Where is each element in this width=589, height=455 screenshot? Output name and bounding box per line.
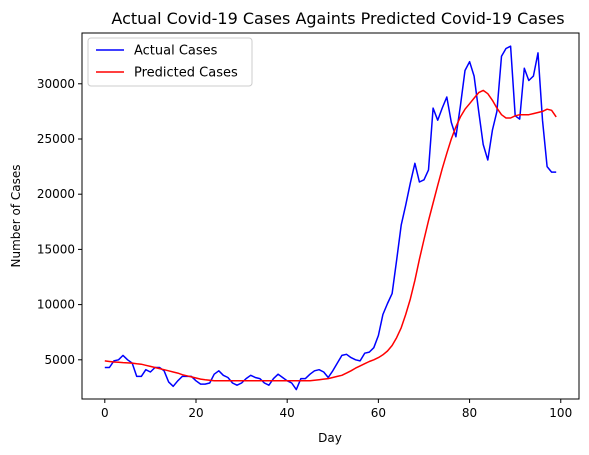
plot-area [81, 32, 580, 400]
x-tick-label: 60 [371, 406, 386, 420]
chart-title: Actual Covid-19 Cases Againts Predicted … [111, 9, 564, 28]
series-layer [104, 45, 557, 391]
series-line-actual-cases [104, 45, 557, 391]
legend-entry-label: Actual Cases [134, 44, 218, 59]
legend-entry-label: Predicted Cases [134, 66, 238, 81]
y-tick-label: 30000 [37, 77, 75, 91]
x-tick-label: 0 [101, 406, 109, 420]
x-tick-label: 80 [462, 406, 477, 420]
x-axis-label: Day [318, 431, 342, 445]
x-tick-label: 40 [280, 406, 295, 420]
x-axis: 0 20 40 60 80 100 [101, 399, 572, 420]
y-tick-label: 25000 [37, 132, 75, 146]
legend-box [87, 37, 253, 87]
y-tick-label: 10000 [37, 298, 75, 312]
y-axis: 5000 10000 15000 20000 25000 30000 [37, 77, 82, 367]
x-tick-label: 100 [549, 406, 572, 420]
y-tick-label: 15000 [37, 242, 75, 256]
y-tick-label: 20000 [37, 187, 75, 201]
legend: Actual Cases Predicted Cases [87, 37, 253, 87]
x-tick-label: 20 [188, 406, 203, 420]
y-axis-label: Number of Cases [9, 164, 23, 267]
series-line-predicted-cases [104, 89, 557, 382]
y-tick-label: 5000 [44, 353, 75, 367]
